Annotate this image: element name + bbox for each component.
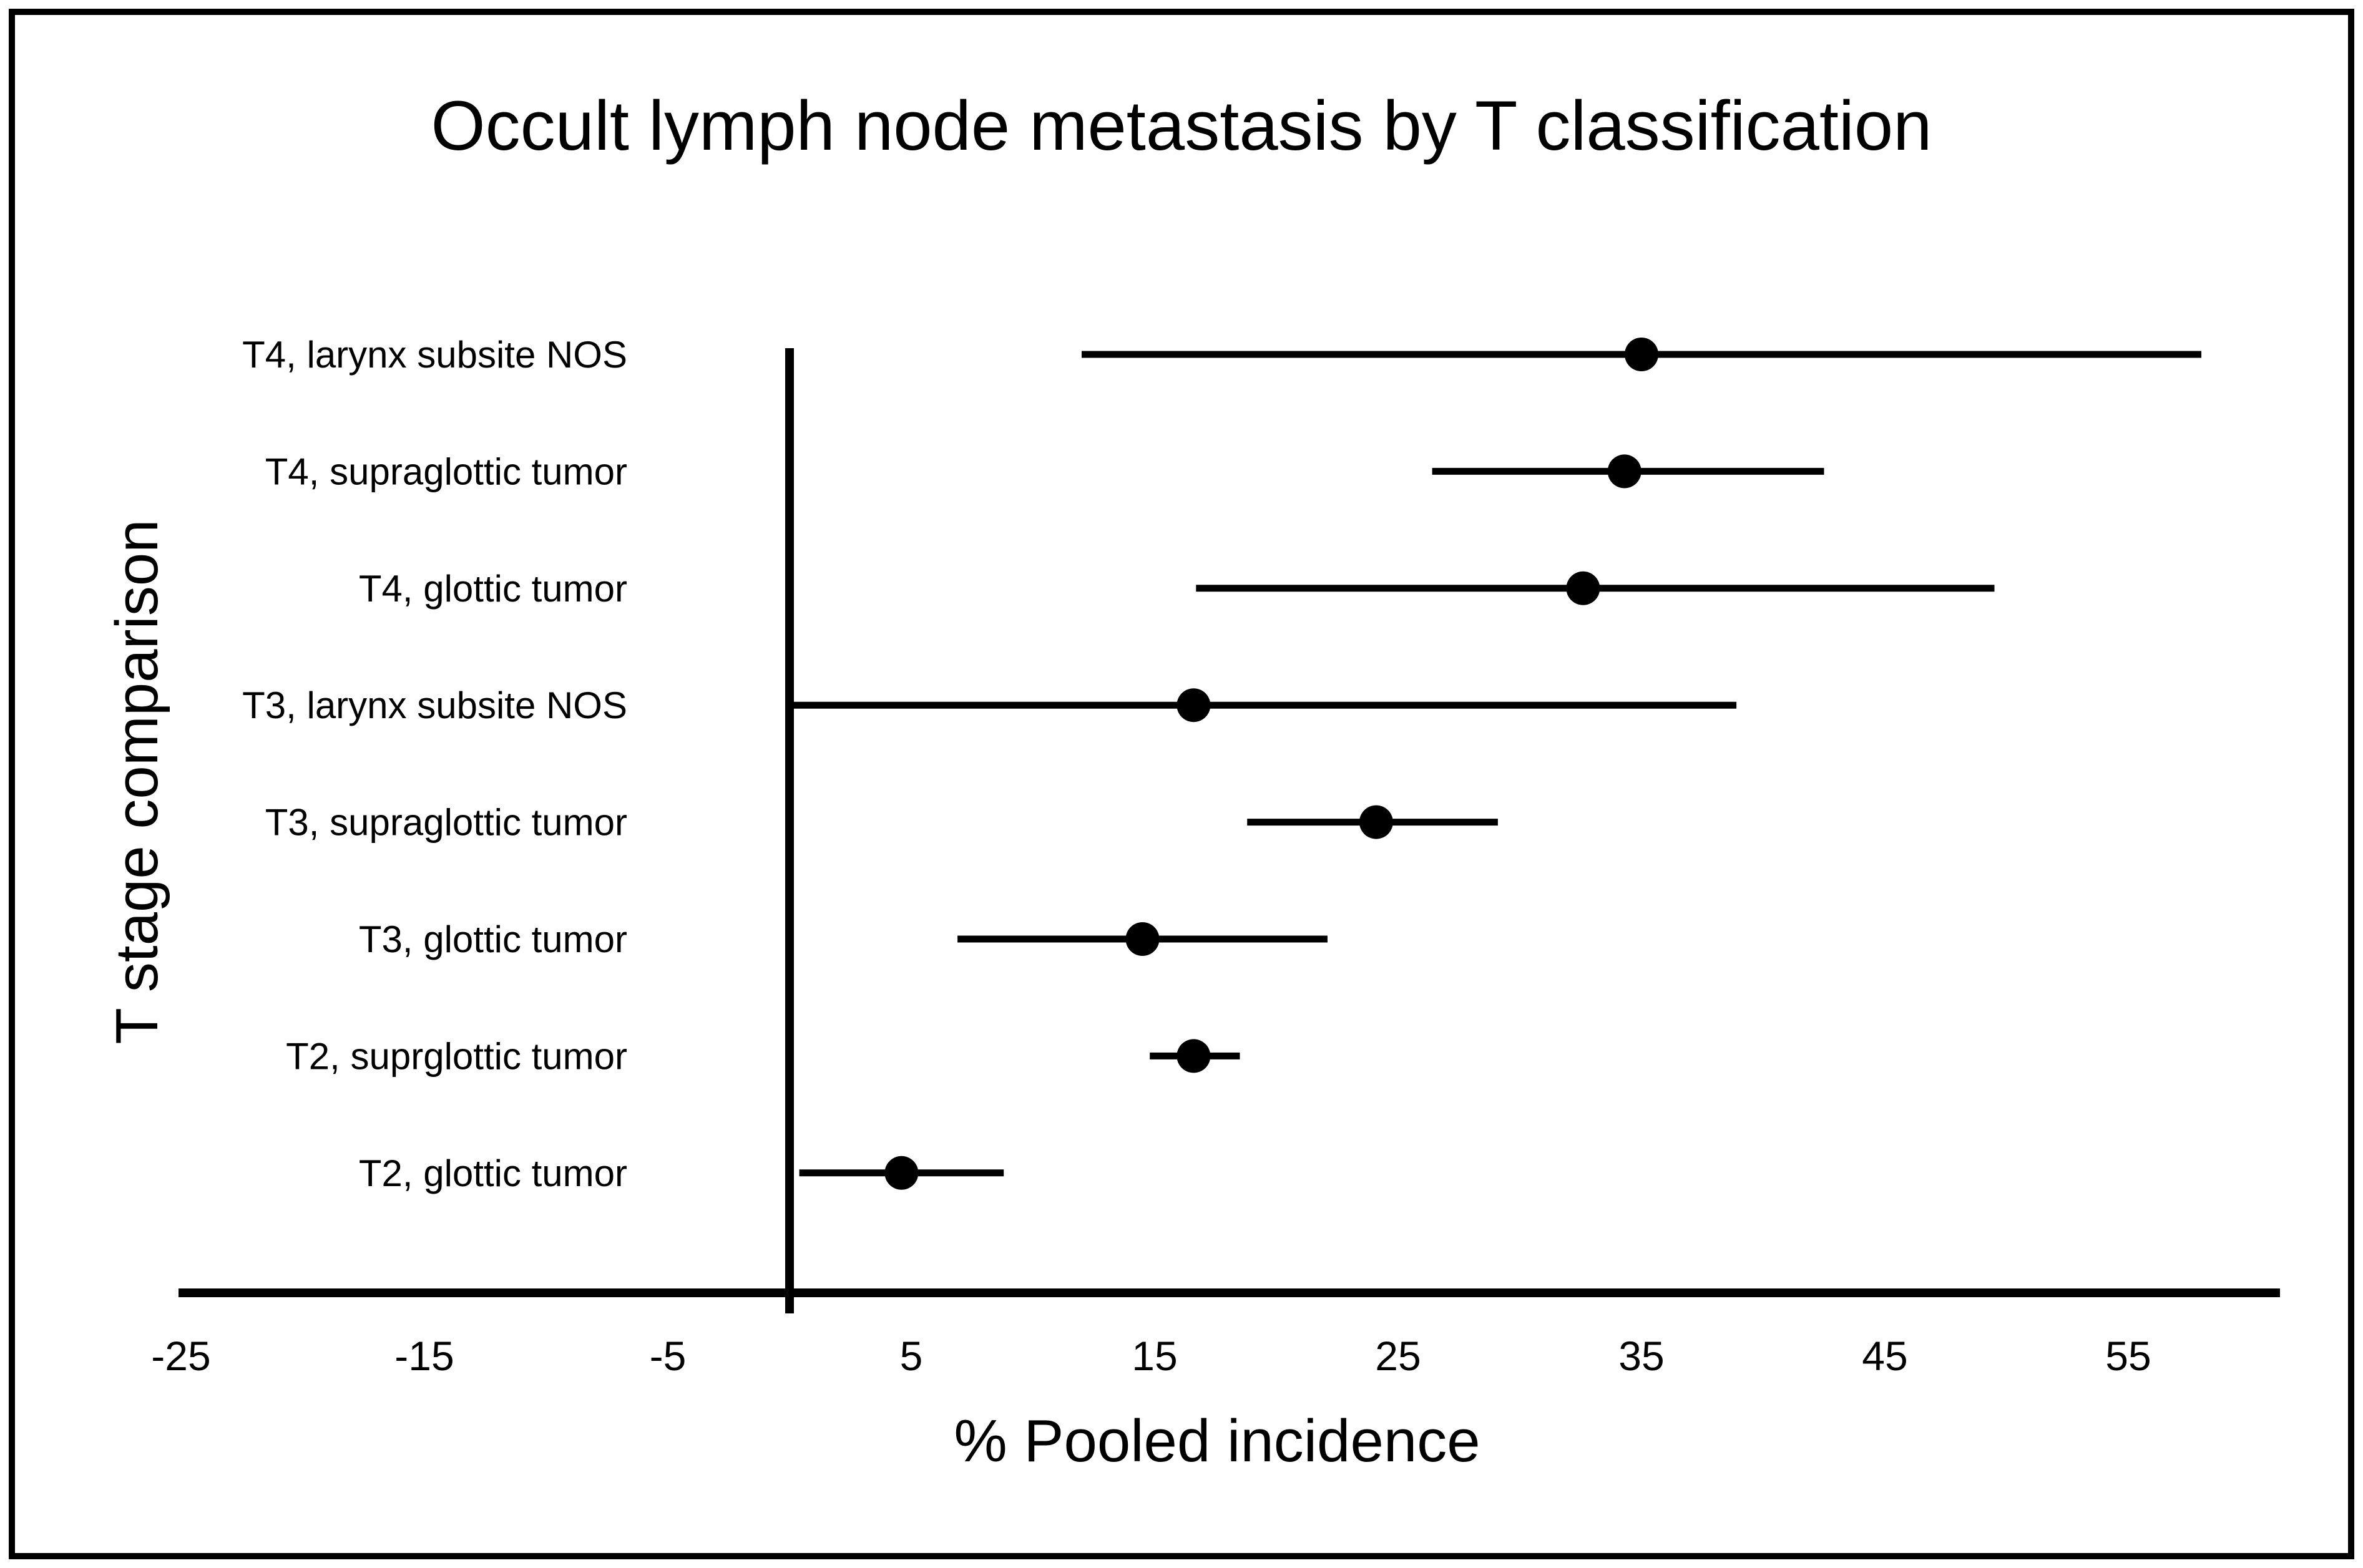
data-point	[1177, 1039, 1211, 1073]
x-tick-label: 25	[1375, 1333, 1421, 1379]
x-tick-label: 15	[1132, 1333, 1177, 1379]
x-tick-label: -25	[151, 1333, 210, 1379]
data-point	[1607, 454, 1641, 489]
chart-title: Occult lymph node metastasis by T classi…	[431, 87, 1932, 165]
x-tick-label: 5	[900, 1333, 923, 1379]
data-point	[1125, 922, 1160, 956]
category-label: T4, glottic tumor	[359, 568, 627, 610]
category-label: T2, glottic tumor	[359, 1152, 627, 1194]
category-label: T4, supraglottic tumor	[265, 450, 627, 492]
category-label: T4, larynx subsite NOS	[242, 334, 627, 376]
category-label: T3, glottic tumor	[359, 918, 627, 960]
x-tick-label: 55	[2105, 1333, 2151, 1379]
figure-border	[9, 9, 2354, 1559]
x-tick-label: 35	[1618, 1333, 1664, 1379]
x-tick-label: -5	[650, 1333, 687, 1379]
category-label: T3, supraglottic tumor	[265, 802, 627, 844]
x-axis-title: % Pooled incidence	[954, 1408, 1480, 1474]
x-tick-label: -15	[394, 1333, 454, 1379]
x-tick-label: 45	[1862, 1333, 1907, 1379]
data-point	[1566, 571, 1600, 605]
category-label: T2, suprglottic tumor	[286, 1035, 627, 1077]
data-point	[1359, 805, 1393, 839]
category-label: T3, larynx subsite NOS	[242, 684, 627, 726]
data-point	[1177, 688, 1211, 723]
data-point	[1625, 338, 1658, 371]
data-point	[884, 1156, 919, 1190]
